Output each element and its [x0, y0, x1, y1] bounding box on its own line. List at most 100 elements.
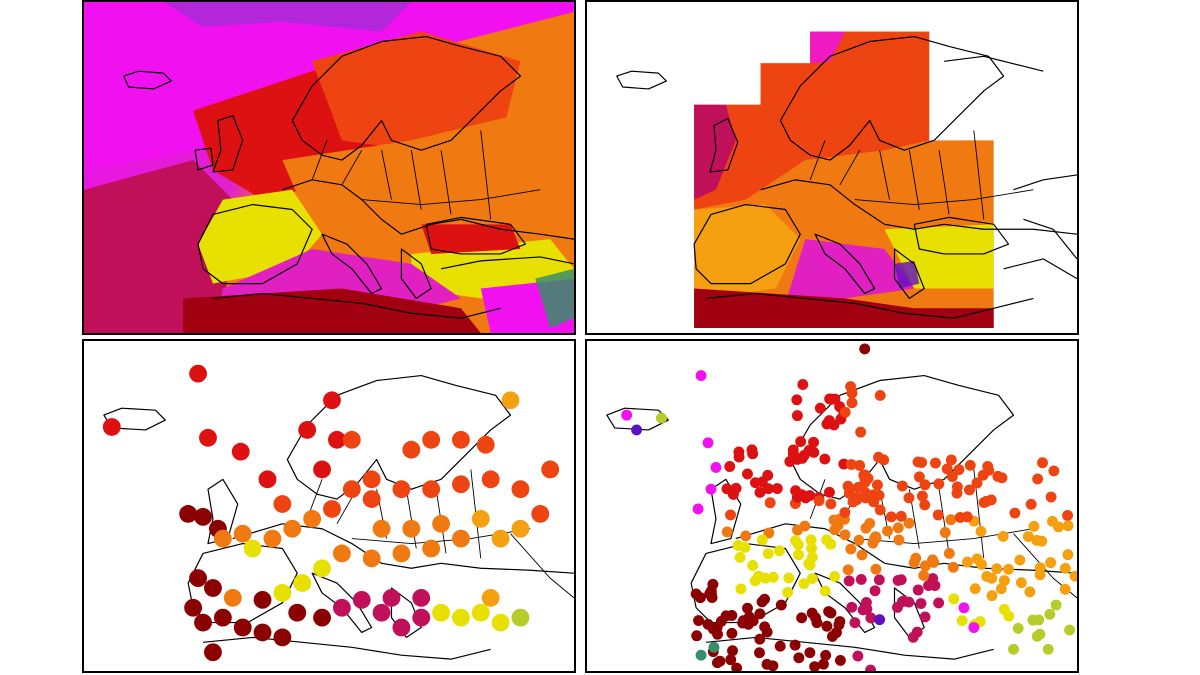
- station-dot: [930, 457, 941, 469]
- station-dot: [896, 596, 908, 608]
- station-dot: [342, 430, 361, 449]
- scandinavia-region: [312, 31, 521, 151]
- station-dot: [253, 590, 272, 609]
- station-dot: [908, 557, 920, 569]
- station-dot: [695, 649, 707, 661]
- station-dot: [179, 505, 198, 523]
- station-dot: [694, 592, 706, 604]
- north-africa-region: [183, 288, 481, 333]
- station-dot: [915, 598, 927, 609]
- station-dot: [820, 649, 832, 661]
- station-dot: [798, 578, 810, 590]
- station-dot: [471, 509, 490, 528]
- station-dot: [985, 494, 997, 506]
- station-dot: [102, 418, 121, 436]
- station-dot: [189, 364, 207, 383]
- station-dot: [476, 435, 495, 454]
- station-dot: [933, 478, 945, 490]
- station-dot: [919, 499, 931, 511]
- station-dot: [1037, 457, 1048, 469]
- station-dot: [852, 650, 864, 662]
- station-dot: [845, 459, 857, 470]
- station-dot: [691, 630, 703, 642]
- station-dot: [1064, 624, 1076, 636]
- station-dot: [857, 604, 869, 616]
- map-panel-stations-sparse: [82, 339, 576, 673]
- station-dot: [799, 520, 811, 532]
- station-dot: [223, 588, 242, 607]
- station-dot: [253, 623, 272, 642]
- station-dot: [740, 530, 752, 542]
- station-dot: [821, 534, 833, 546]
- station-dot: [860, 492, 872, 504]
- station-dot: [842, 480, 854, 492]
- station-dot: [956, 615, 968, 627]
- station-dot: [823, 486, 835, 498]
- station-dot: [945, 514, 957, 526]
- green-corner-region: [535, 268, 574, 329]
- station-dot: [793, 652, 805, 664]
- station-dot: [804, 559, 816, 571]
- station-dot: [194, 613, 212, 632]
- station-dot: [342, 480, 361, 499]
- station-dot: [918, 570, 930, 581]
- station-dot: [869, 585, 881, 597]
- station-dot: [878, 454, 890, 466]
- station-dot: [843, 575, 855, 587]
- subdomain-north-magenta: [810, 31, 845, 64]
- station-dot: [911, 626, 923, 638]
- station-dot: [1003, 563, 1014, 575]
- station-dot: [725, 654, 737, 666]
- station-dot: [790, 485, 802, 497]
- station-dot: [491, 529, 510, 548]
- station-dot: [939, 527, 951, 538]
- station-dot: [412, 588, 431, 607]
- station-dot: [501, 391, 520, 410]
- station-dot: [725, 509, 736, 521]
- station-dot: [782, 587, 794, 598]
- station-dot: [1052, 521, 1064, 533]
- station-dot: [806, 542, 818, 554]
- station-dot: [243, 539, 262, 558]
- station-dot: [1012, 622, 1024, 634]
- station-dot: [793, 549, 805, 561]
- station-dot: [724, 461, 736, 472]
- station-dot: [986, 572, 998, 584]
- station-dot: [808, 446, 820, 458]
- station-dot: [298, 421, 317, 439]
- station-dot: [871, 479, 883, 491]
- station-dot: [971, 477, 983, 489]
- black-sea-region: [421, 224, 521, 254]
- station-dot: [1033, 614, 1045, 626]
- map-panel-stations-dense: [585, 339, 1079, 673]
- station-dot: [791, 410, 803, 422]
- station-dot: [846, 601, 858, 613]
- station-dot: [855, 573, 867, 585]
- station-dot: [695, 370, 707, 382]
- station-dot: [825, 498, 837, 510]
- station-dot: [998, 603, 1010, 615]
- station-dot: [742, 618, 754, 630]
- station-dot: [1062, 510, 1074, 521]
- station-dot: [392, 544, 411, 563]
- station-dot: [1042, 643, 1054, 655]
- station-dot: [731, 662, 743, 671]
- station-dot: [948, 593, 960, 605]
- station-dot: [1045, 491, 1057, 503]
- station-dot: [422, 430, 441, 449]
- station-dot: [919, 611, 931, 623]
- station-dot: [947, 561, 959, 573]
- station-dot: [233, 524, 252, 543]
- station-dot: [858, 469, 870, 481]
- station-dot: [328, 430, 346, 449]
- station-dot: [834, 654, 846, 666]
- station-dot: [853, 534, 865, 546]
- station-dot: [792, 539, 804, 550]
- station-dot: [511, 608, 530, 627]
- station-dot: [273, 584, 292, 602]
- station-dot: [332, 544, 351, 563]
- station-dot: [313, 608, 331, 627]
- station-dot: [730, 482, 742, 494]
- station-dot: [1062, 549, 1074, 561]
- station-dot: [739, 541, 751, 553]
